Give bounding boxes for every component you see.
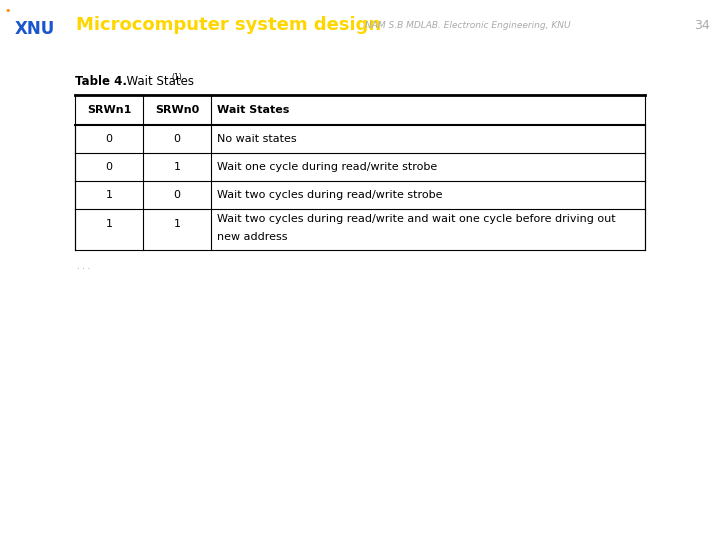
Text: (1): (1) (171, 73, 181, 82)
Text: Wait one cycle during read/write strobe: Wait one cycle during read/write strobe (217, 162, 437, 172)
Text: 1: 1 (174, 219, 181, 228)
Text: 0: 0 (174, 190, 181, 200)
Text: . . .: . . . (77, 262, 90, 271)
Text: Wait States: Wait States (119, 75, 194, 88)
Text: Table 4.: Table 4. (75, 75, 127, 88)
Text: Wait two cycles during read/write and wait one cycle before driving out: Wait two cycles during read/write and wa… (217, 214, 616, 224)
Text: Microcomputer system design: Microcomputer system design (76, 16, 382, 34)
Text: XNU: XNU (14, 20, 55, 38)
Text: NAM S.B MDLAB. Electronic Engineering, KNU: NAM S.B MDLAB. Electronic Engineering, K… (366, 21, 571, 30)
Text: 0: 0 (106, 134, 112, 144)
Text: 1: 1 (174, 162, 181, 172)
Text: SRWn1: SRWn1 (87, 105, 131, 115)
Text: •: • (4, 6, 11, 16)
Text: 0: 0 (174, 134, 181, 144)
Text: 1: 1 (106, 190, 112, 200)
Text: 34: 34 (694, 18, 710, 32)
Text: new address: new address (217, 232, 287, 242)
Text: 0: 0 (106, 162, 112, 172)
Text: No wait states: No wait states (217, 134, 297, 144)
Text: SRWn0: SRWn0 (155, 105, 199, 115)
Text: 1: 1 (106, 219, 112, 228)
Text: Wait States: Wait States (217, 105, 289, 115)
Text: Wait two cycles during read/write strobe: Wait two cycles during read/write strobe (217, 190, 443, 200)
